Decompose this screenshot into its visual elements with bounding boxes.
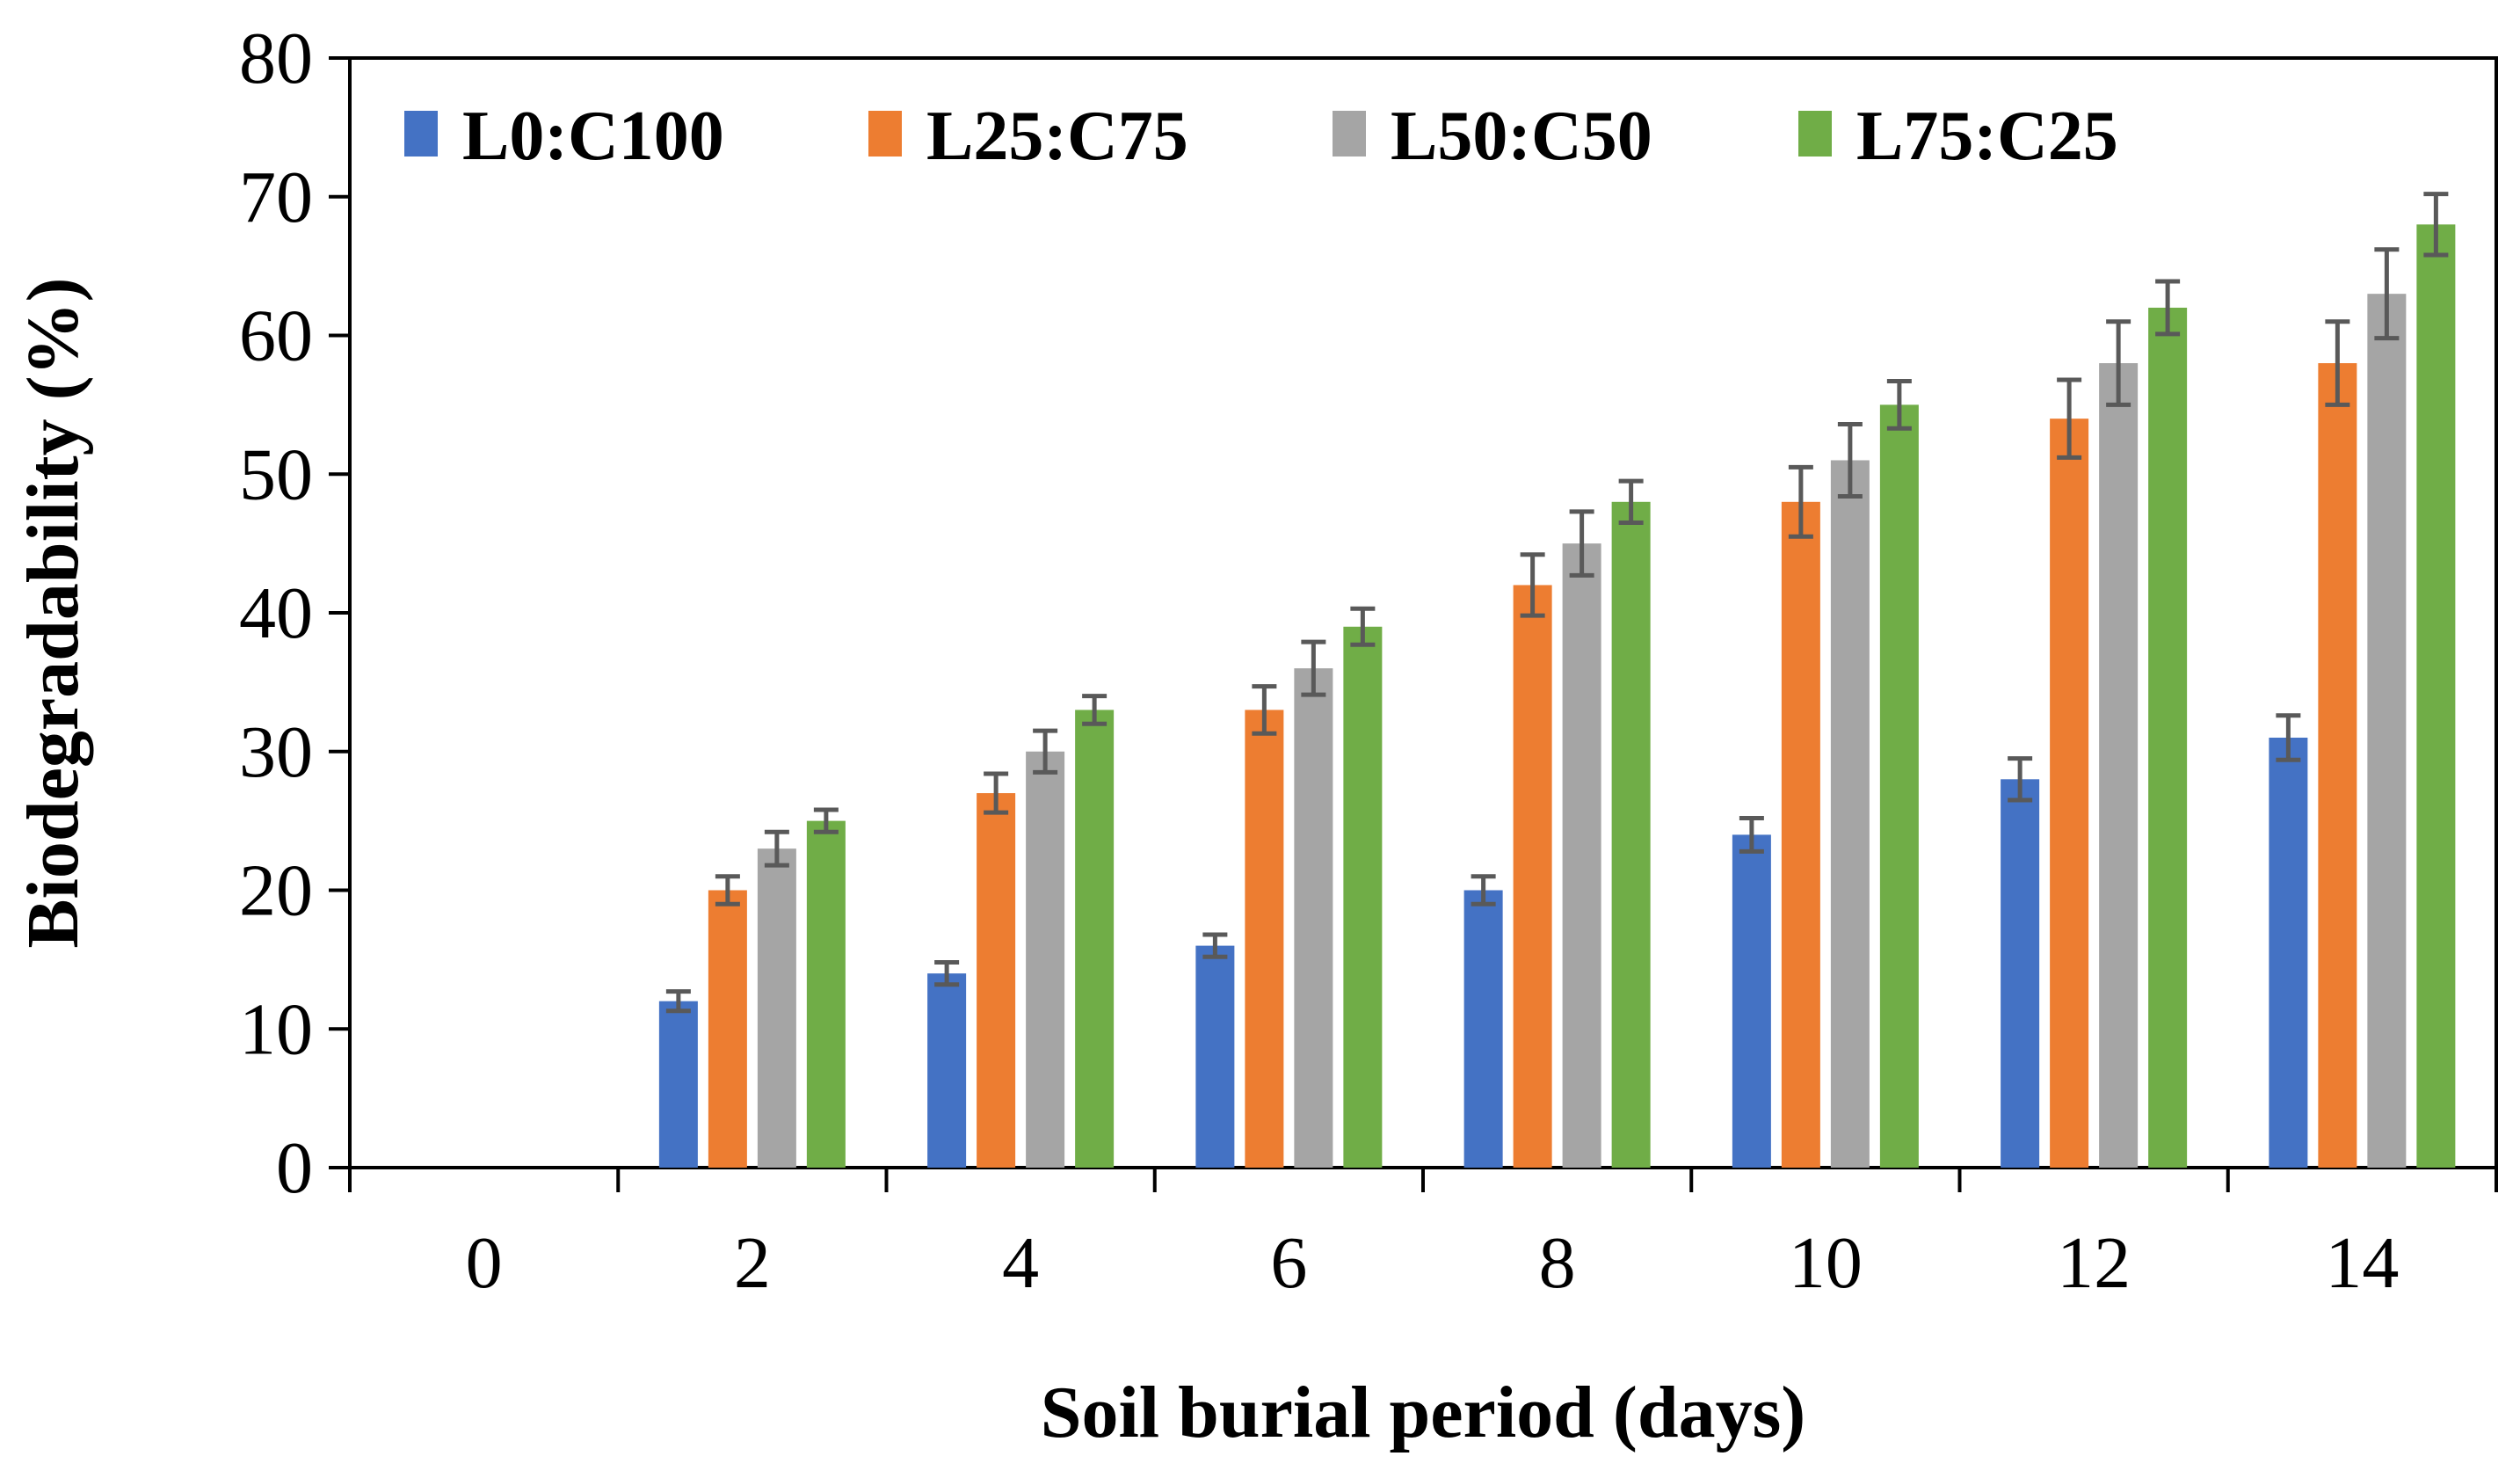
error-bar-L0-C100-day-10 [1739, 815, 1764, 854]
bar-L25-C75-day-12 [2050, 419, 2089, 1168]
bar-L0-C100-day-10 [1732, 834, 1771, 1168]
error-bar-L75-C25-day-14 [2423, 192, 2449, 258]
bar-L75-C25-day-12 [2148, 307, 2188, 1168]
bar-L50-C50-day-4 [1026, 751, 1065, 1168]
legend-label-L25-C75: L25:C75 [926, 98, 1188, 175]
error-bar-L25-C75-day-12 [2057, 377, 2082, 460]
bar-L25-C75-day-8 [1513, 585, 1552, 1168]
y-tick-label-50: 50 [239, 433, 313, 515]
error-bar-L25-C75-day-14 [2325, 319, 2350, 407]
legend-swatch-L75-C25 [1798, 111, 1832, 157]
bar-L0-C100-day-6 [1195, 945, 1235, 1168]
error-bar-L50-C50-day-4 [1033, 728, 1058, 775]
y-tick-label-20: 20 [239, 850, 313, 932]
bar-L25-C75-day-6 [1245, 710, 1284, 1168]
bar-L25-C75-day-4 [977, 793, 1016, 1168]
y-axis-title: Biodegradability (%) [12, 277, 94, 948]
x-tick-label-2: 2 [734, 1222, 771, 1304]
x-tick-label-14: 14 [2325, 1222, 2399, 1304]
bar-L75-C25-day-4 [1075, 710, 1115, 1168]
error-bar-L75-C25-day-10 [1886, 379, 1912, 431]
y-tick-label-70: 70 [239, 157, 313, 238]
bar-L50-C50-day-8 [1562, 543, 1601, 1168]
bar-L25-C75-day-2 [708, 890, 747, 1168]
x-tick-label-6: 6 [1270, 1222, 1307, 1304]
error-bar-L0-C100-day-4 [934, 960, 960, 987]
legend-swatch-L25-C75 [868, 111, 902, 157]
error-bar-L75-C25-day-12 [2155, 279, 2181, 337]
bar-L75-C25-day-8 [1611, 501, 1651, 1168]
error-bar-L25-C75-day-4 [984, 771, 1009, 815]
bar-L75-C25-day-2 [806, 820, 846, 1168]
x-tick-label-8: 8 [1539, 1222, 1576, 1304]
y-tick-label-0: 0 [276, 1127, 313, 1209]
bar-L25-C75-day-10 [1781, 501, 1820, 1168]
error-bar-L0-C100-day-2 [665, 989, 691, 1014]
x-tick-label-4: 4 [1002, 1222, 1039, 1304]
x-tick-label-12: 12 [2057, 1222, 2131, 1304]
legend-swatch-L50-C50 [1333, 111, 1366, 157]
y-tick-label-80: 80 [239, 18, 313, 99]
bar-L0-C100-day-14 [2269, 737, 2308, 1168]
legend-label-L0-C100: L0:C100 [462, 98, 724, 175]
bar-L75-C25-day-14 [2416, 224, 2456, 1168]
error-bar-L50-C50-day-6 [1301, 639, 1326, 697]
error-bar-L75-C25-day-2 [813, 807, 839, 834]
bar-L25-C75-day-14 [2318, 363, 2357, 1168]
error-bar-L50-C50-day-10 [1837, 421, 1863, 499]
bar-L0-C100-day-8 [1463, 890, 1503, 1168]
y-tick-label-30: 30 [239, 711, 313, 793]
bar-L75-C25-day-10 [1879, 404, 1919, 1168]
error-bar-L50-C50-day-14 [2374, 247, 2400, 341]
legend: L0:C100 L25:C75 L50:C50 L75:C25 [404, 98, 2118, 175]
error-bar-L50-C50-day-2 [764, 829, 789, 868]
error-bar-L0-C100-day-6 [1202, 932, 1228, 959]
bar-L50-C50-day-6 [1294, 668, 1333, 1168]
bars-group [658, 224, 2456, 1168]
bar-L0-C100-day-12 [2001, 779, 2040, 1168]
error-bar-L25-C75-day-10 [1788, 464, 1813, 539]
bar-L50-C50-day-12 [2099, 363, 2139, 1168]
error-bars-group [665, 192, 2449, 1014]
error-bar-L75-C25-day-8 [1618, 478, 1644, 525]
bar-L0-C100-day-2 [658, 1001, 698, 1168]
error-bar-L75-C25-day-4 [1082, 694, 1107, 726]
x-axis-title: Soil burial period (days) [1041, 1372, 1805, 1453]
error-bar-L50-C50-day-8 [1569, 509, 1594, 578]
error-bar-L50-C50-day-12 [2106, 319, 2131, 407]
x-tick-label-0: 0 [466, 1222, 503, 1304]
y-tick-label-60: 60 [239, 295, 313, 377]
error-bar-L25-C75-day-6 [1252, 684, 1277, 736]
bar-L75-C25-day-6 [1343, 626, 1383, 1168]
error-bar-L75-C25-day-6 [1350, 606, 1376, 647]
error-bar-L0-C100-day-12 [2008, 756, 2033, 803]
error-bar-L25-C75-day-2 [715, 874, 740, 906]
error-bar-L25-C75-day-8 [1520, 552, 1545, 618]
bar-L50-C50-day-2 [757, 848, 796, 1168]
legend-swatch-L0-C100 [404, 111, 438, 157]
error-bar-L0-C100-day-8 [1471, 874, 1496, 906]
y-tick-label-40: 40 [239, 572, 313, 654]
legend-label-L50-C50: L50:C50 [1391, 98, 1652, 175]
bar-L50-C50-day-10 [1830, 460, 1870, 1168]
x-tick-label-10: 10 [1789, 1222, 1863, 1304]
bar-L0-C100-day-4 [927, 973, 967, 1168]
bar-L50-C50-day-14 [2367, 294, 2407, 1168]
axes-group: 0 10 20 30 40 50 60 70 80 0 2 4 6 8 10 12 14 [239, 18, 2498, 1304]
error-bar-L0-C100-day-14 [2276, 713, 2301, 762]
y-tick-label-10: 10 [239, 988, 313, 1070]
legend-label-L75-C25: L75:C25 [1856, 98, 2118, 175]
